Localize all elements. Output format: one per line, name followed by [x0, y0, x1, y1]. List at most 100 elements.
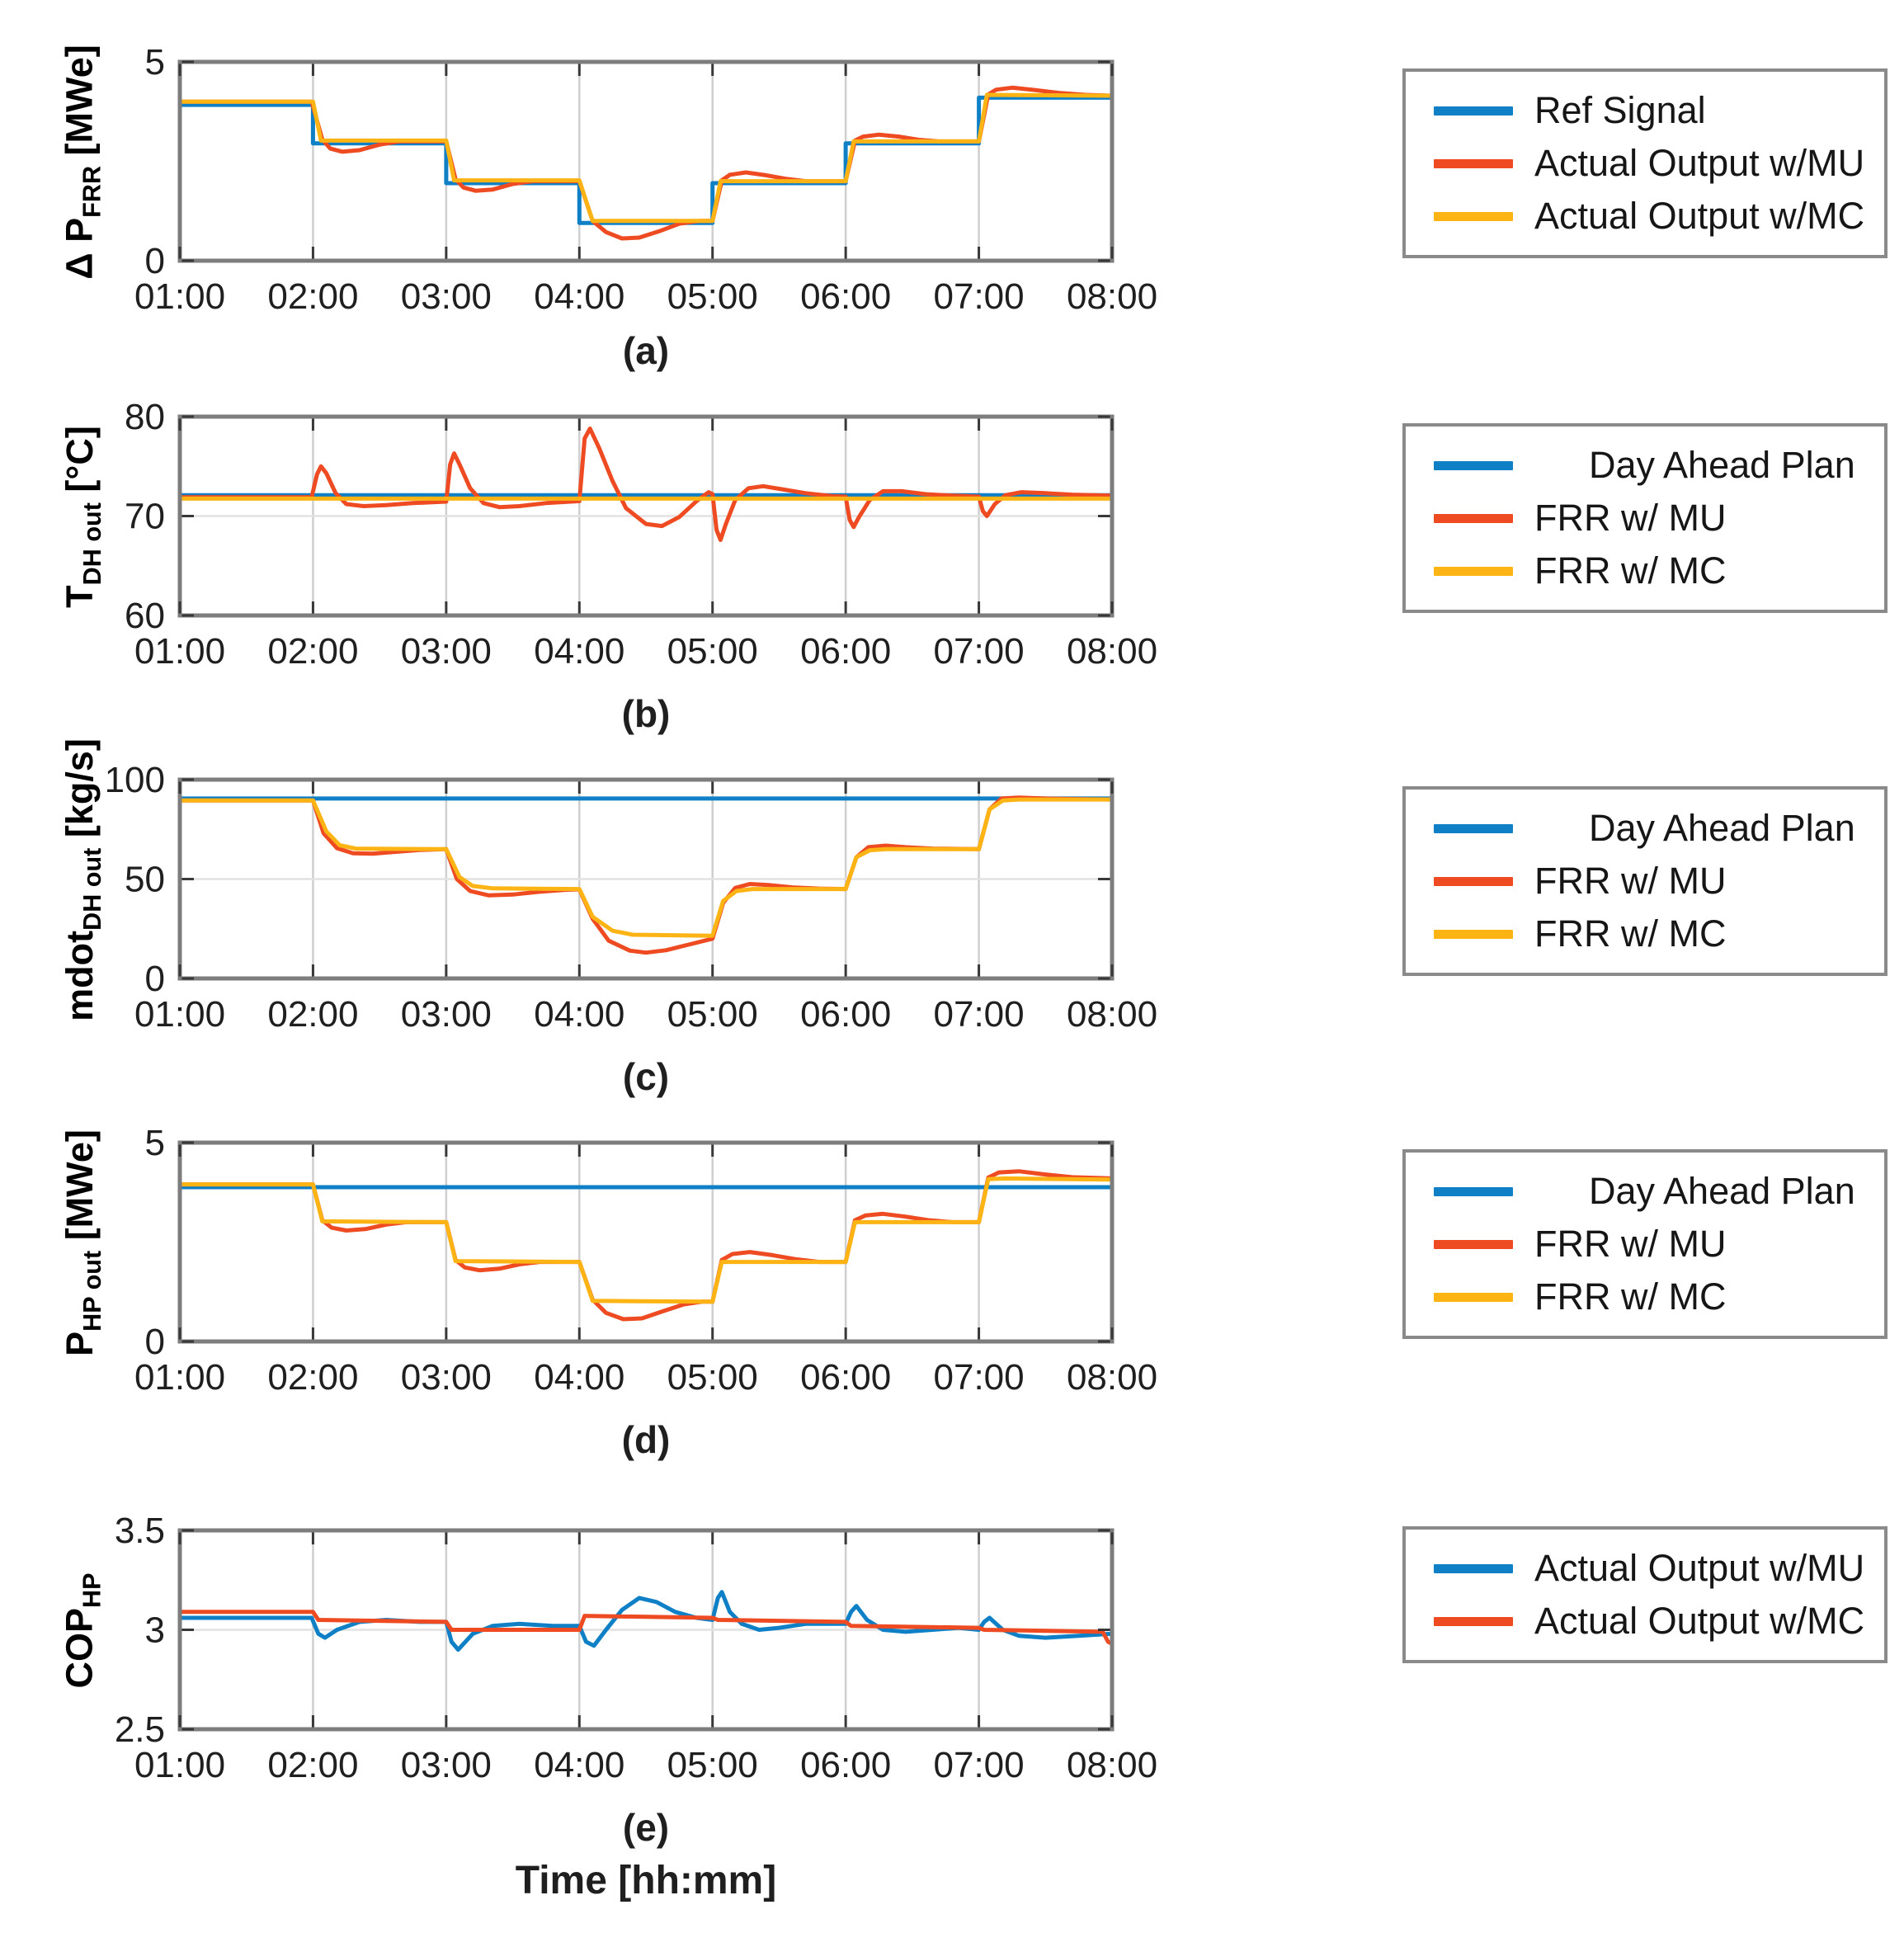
legend-swatch-orange-line-icon — [1434, 158, 1513, 168]
gridlines — [312, 1143, 980, 1341]
legend-entry: FRR w/ MU — [1434, 493, 1868, 544]
y-label-pre: mdot — [58, 930, 101, 1021]
y-tick-label: 0 — [145, 959, 165, 999]
legend-entry: Day Ahead Plan — [1434, 803, 1868, 854]
x-tick-label: 01:00 — [134, 1357, 225, 1398]
series-line-orange — [180, 1169, 1113, 1322]
legend-label: FRR w/ MC — [1534, 1275, 1727, 1318]
legend-entry: Day Ahead Plan — [1434, 1166, 1868, 1217]
x-tick-label: 05:00 — [667, 994, 758, 1035]
x-tick-label: 01:00 — [134, 1745, 225, 1785]
legend-entry: FRR w/ MU — [1434, 1219, 1868, 1270]
x-tick-label: 08:00 — [1067, 631, 1157, 672]
x-tick-labels: 01:00 02:00 03:00 04:00 05:00 06:00 07:00 08:00 — [134, 1745, 1157, 1785]
legend-swatch-yellow-line-icon — [1434, 1292, 1513, 1302]
x-tick-label: 02:00 — [267, 276, 358, 317]
legend-swatch-blue-line-icon — [1434, 460, 1513, 470]
x-tick-label: 08:00 — [1067, 1357, 1157, 1398]
y-tick-label: 100 — [105, 760, 165, 800]
legend-entry: FRR w/ MU — [1434, 856, 1868, 907]
legend-label: Actual Output w/MU — [1534, 1547, 1865, 1589]
axes-frame — [177, 59, 1115, 263]
subplot-d-caption: (d) — [621, 1418, 671, 1461]
legend-swatch-blue-line-icon — [1434, 1563, 1513, 1573]
x-tick-label: 03:00 — [401, 631, 492, 672]
x-tick-label: 07:00 — [934, 1357, 1025, 1398]
y-tick-label: 5 — [145, 1123, 165, 1163]
y-tick-labels: 05 — [145, 42, 165, 281]
x-tick-label: 04:00 — [534, 631, 624, 672]
subplot-d-plot: 01:00 02:00 03:00 04:00 05:00 06:00 07:00 08:00… — [134, 1123, 1157, 1398]
subplot-b-legend: Day Ahead Plan FRR w/ MU FRR w/ MC — [1402, 423, 1888, 613]
subplot-c-legend: Day Ahead Plan FRR w/ MU FRR w/ MC — [1402, 786, 1888, 976]
legend-swatch-yellow-line-icon — [1434, 211, 1513, 221]
y-tick-label: 5 — [145, 42, 165, 83]
legend-swatch-orange-line-icon — [1434, 876, 1513, 886]
subplot-e-caption: (e) — [622, 1806, 670, 1849]
x-tick-label: 03:00 — [401, 994, 492, 1035]
x-tick-labels: 01:00 02:00 03:00 04:00 05:00 06:00 07:00 08:00 — [134, 276, 1157, 317]
x-tick-label: 03:00 — [401, 1745, 492, 1785]
x-tick-label: 08:00 — [1067, 994, 1157, 1035]
x-tick-label: 07:00 — [934, 631, 1025, 672]
legend-swatch-orange-line-icon — [1434, 1239, 1513, 1249]
x-tick-label: 01:00 — [134, 276, 225, 317]
x-tick-label: 04:00 — [534, 276, 624, 317]
x-tick-label: 02:00 — [267, 631, 358, 672]
y-tick-labels: 05 — [145, 1123, 165, 1362]
x-tick-label: 03:00 — [401, 1357, 492, 1398]
x-tick-labels: 01:00 02:00 03:00 04:00 05:00 06:00 07:00 08:00 — [134, 631, 1157, 672]
series-line-yellow — [180, 1176, 1113, 1304]
tick-marks — [178, 778, 1114, 980]
legend-entry: FRR w/ MC — [1434, 545, 1868, 596]
x-tick-label: 04:00 — [534, 1357, 624, 1398]
axes-frame — [177, 414, 1115, 618]
x-tick-label: 01:00 — [134, 631, 225, 672]
x-tick-label: 02:00 — [267, 994, 358, 1035]
series-lines — [180, 1590, 1114, 1652]
y-tick-label: 3 — [145, 1610, 165, 1651]
y-tick-label: 50 — [125, 860, 165, 900]
y-tick-label: 80 — [125, 397, 165, 437]
legend-label: FRR w/ MU — [1534, 1223, 1727, 1265]
legend-entry: Actual Output w/MU — [1434, 138, 1868, 189]
legend-swatch-orange-line-icon — [1434, 1616, 1513, 1626]
x-tick-label: 04:00 — [534, 1745, 624, 1785]
subplot-c-plot: 01:00 02:00 03:00 04:00 05:00 06:00 07:00 08:00… — [105, 760, 1157, 1035]
series-line-blue — [180, 95, 1112, 225]
x-tick-label: 07:00 — [934, 994, 1025, 1035]
series-lines — [180, 427, 1113, 542]
legend-entry: Ref Signal — [1434, 85, 1868, 136]
legend-label: Day Ahead Plan — [1589, 444, 1855, 486]
series-line-yellow — [180, 92, 1113, 224]
y-tick-label: 70 — [125, 497, 165, 537]
x-tick-label: 06:00 — [800, 1357, 891, 1398]
legend-entry: Actual Output w/MC — [1434, 191, 1868, 242]
x-tick-labels: 01:00 02:00 03:00 04:00 05:00 06:00 07:00 08:00 — [134, 1357, 1157, 1398]
tick-marks — [178, 1529, 1114, 1731]
x-tick-label: 05:00 — [667, 1357, 758, 1398]
axes-frame — [177, 1528, 1115, 1732]
legend-swatch-yellow-line-icon — [1434, 929, 1513, 939]
axes-frame — [177, 777, 1115, 981]
legend-entry: FRR w/ MC — [1434, 1271, 1868, 1322]
legend-swatch-blue-line-icon — [1434, 1186, 1513, 1196]
y-label-pre: T — [58, 584, 101, 608]
x-tick-label: 05:00 — [667, 276, 758, 317]
legend-label: FRR w/ MC — [1534, 549, 1727, 592]
subplot-a-legend: Ref Signal Actual Output w/MU Actual Outpu… — [1402, 68, 1888, 258]
tick-marks — [178, 1141, 1114, 1343]
subplot-c-caption: (c) — [622, 1055, 670, 1098]
x-tick-label: 06:00 — [800, 631, 891, 672]
y-tick-labels: 0 50 100 — [105, 760, 165, 999]
x-tick-label: 08:00 — [1067, 1745, 1157, 1785]
series-line-yellow — [180, 797, 1112, 938]
y-tick-labels: 2.5 3 3.5 — [115, 1511, 165, 1750]
x-tick-label: 08:00 — [1067, 276, 1157, 317]
x-tick-label: 04:00 — [534, 994, 624, 1035]
axes-frame — [177, 1140, 1115, 1344]
y-label-pre: Δ P — [58, 217, 101, 280]
series-lines — [180, 85, 1113, 241]
y-label-post: [kg/s] — [58, 738, 101, 848]
